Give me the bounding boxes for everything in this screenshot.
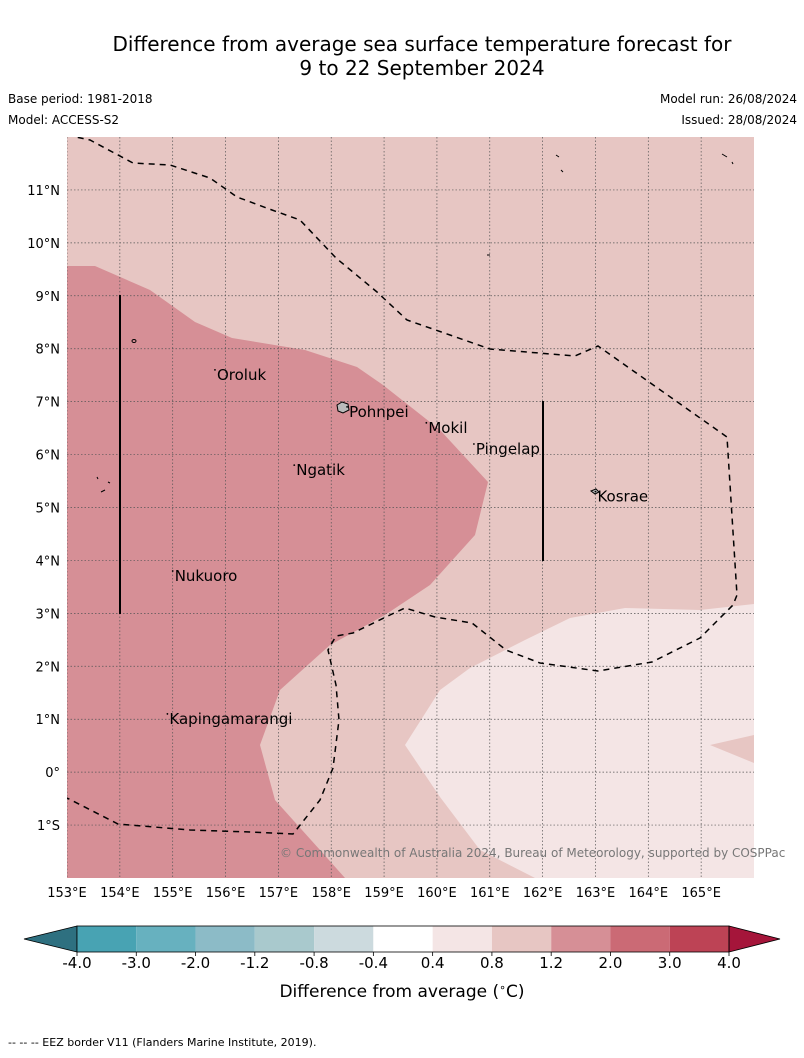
colorbar-segment xyxy=(373,926,433,952)
title-line-1: Difference from average sea surface temp… xyxy=(112,32,732,56)
eez-border xyxy=(67,137,738,835)
copyright-text: © Commonwealth of Australia 2024, Bureau… xyxy=(280,846,785,860)
lat-tick-label: 6°N xyxy=(36,449,61,464)
colorbar-segment xyxy=(669,926,729,952)
graticule xyxy=(67,137,754,878)
place-marker xyxy=(171,570,174,572)
colorbar-tick-label: -3.0 xyxy=(122,954,151,972)
colorbar-frame xyxy=(76,925,730,953)
place-label: Ngatik xyxy=(296,461,345,479)
colorbar-segment xyxy=(491,926,552,952)
lon-tick-label: 164°E xyxy=(629,886,669,901)
place-marker xyxy=(425,421,428,424)
islet xyxy=(96,476,111,493)
lon-tick-label: 156°E xyxy=(206,886,246,901)
place-label: Kosrae xyxy=(597,488,648,506)
place-labels: Oroluk Pohnpei Mokil Pingelap Ngatik Kosrae Nu… xyxy=(166,366,648,728)
colorbar-tick-label: 3.0 xyxy=(658,954,682,972)
colorbar-tick-label: 1.2 xyxy=(539,954,563,972)
place-marker xyxy=(293,464,296,467)
place-marker xyxy=(166,713,169,715)
colorbar-tick-label: -4.0 xyxy=(62,954,91,972)
model-name: Model: ACCESS-S2 xyxy=(8,113,120,127)
lat-tick-label: 3°N xyxy=(36,607,61,622)
lat-tick-label: 4°N xyxy=(36,554,61,569)
lon-tick-label: 153°E xyxy=(47,886,87,901)
place-label: Kapingamarangi xyxy=(169,710,292,728)
colorbar-tick-label: -0.4 xyxy=(359,954,388,972)
lat-tick-label: 2°N xyxy=(36,660,61,675)
longitude-ticks: 153°E 154°E 155°E 156°E 157°E 158°E 159°E 160°E… xyxy=(47,886,721,901)
lat-tick-label: 9°N xyxy=(36,290,61,305)
lon-tick-label: 159°E xyxy=(364,886,404,901)
colorbar-tick-label: -0.8 xyxy=(299,954,328,972)
colorbar-tick-label: -2.0 xyxy=(181,954,210,972)
lon-tick-label: 163°E xyxy=(576,886,616,901)
colorbar-segment xyxy=(77,926,137,952)
islet xyxy=(131,339,137,343)
issued-date: Issued: 28/08/2024 xyxy=(681,113,797,127)
lat-tick-label: 8°N xyxy=(36,343,61,358)
lon-tick-label: 155°E xyxy=(153,886,193,901)
colorbar-tick-label: 2.0 xyxy=(599,954,623,972)
place-marker xyxy=(346,406,348,408)
lat-tick-label: 1°N xyxy=(36,713,61,728)
pohnpei-island xyxy=(336,401,350,414)
colorbar-segment xyxy=(314,926,374,952)
base-period: Base period: 1981-2018 xyxy=(8,92,153,106)
place-label: Nukuoro xyxy=(175,567,238,585)
lon-tick-label: 160°E xyxy=(417,886,457,901)
islet xyxy=(487,153,734,256)
latitude-ticks: 1°S 0° 1°N 2°N 3°N 4°N 5°N 6°N 7°N 8°N 9°N 10°N 11°N xyxy=(27,184,60,834)
lat-tick-label: 7°N xyxy=(36,396,61,411)
colorbar-segment xyxy=(432,926,492,952)
colorbar-tick-label: 0.4 xyxy=(421,954,445,972)
title-line-2: 9 to 22 September 2024 xyxy=(299,56,545,80)
lon-tick-label: 165°E xyxy=(681,886,721,901)
map-area: Oroluk Pohnpei Mokil Pingelap Ngatik Kosrae Nu… xyxy=(67,137,754,878)
colorbar-tick-label: 0.8 xyxy=(480,954,504,972)
place-label: Pingelap xyxy=(476,440,540,458)
anomaly-band-0.4-0.8 xyxy=(405,604,754,878)
colorbar-segment xyxy=(195,926,255,952)
colorbar-segment xyxy=(254,926,315,952)
colorbar-segment xyxy=(551,926,611,952)
place-marker xyxy=(214,368,216,371)
model-run: Model run: 26/08/2024 xyxy=(659,92,797,106)
lon-tick-label: 161°E xyxy=(470,886,510,901)
colorbar-under-arrow xyxy=(23,925,78,953)
colorbar-segment xyxy=(610,926,670,952)
colorbar: -4.0 -3.0 -2.0 -1.2 -0.8 -0.4 0.4 0.8 1.2 2.0 3.0 4… xyxy=(23,925,781,972)
lon-tick-label: 158°E xyxy=(311,886,351,901)
colorbar-over-arrow xyxy=(728,925,781,953)
footer-note: -- -- -- EEZ border V11 (Flanders Marine… xyxy=(8,1036,317,1049)
place-label: Mokil xyxy=(428,419,467,437)
lat-tick-label: 10°N xyxy=(27,237,60,252)
lon-tick-label: 157°E xyxy=(259,886,299,901)
map-title: Difference from average sea surface temp… xyxy=(0,32,804,80)
lat-tick-label: 5°N xyxy=(36,502,61,517)
colorbar-segment xyxy=(136,926,196,952)
place-marker xyxy=(594,490,597,493)
lat-tick-label: 0° xyxy=(45,766,60,781)
place-label: Pohnpei xyxy=(349,403,409,421)
lat-tick-label: 1°S xyxy=(37,819,60,834)
colorbar-label: Difference from average (∘C) xyxy=(279,981,524,1003)
place-label: Oroluk xyxy=(217,366,266,384)
colorbar-tick-label: 4.0 xyxy=(717,954,741,972)
place-marker xyxy=(473,443,475,445)
lat-tick-label: 11°N xyxy=(27,184,60,199)
colorbar-tick-label: -1.2 xyxy=(240,954,269,972)
anomaly-band-1.2-2.0 xyxy=(67,266,488,878)
lon-tick-label: 162°E xyxy=(523,886,563,901)
lon-tick-label: 154°E xyxy=(100,886,140,901)
